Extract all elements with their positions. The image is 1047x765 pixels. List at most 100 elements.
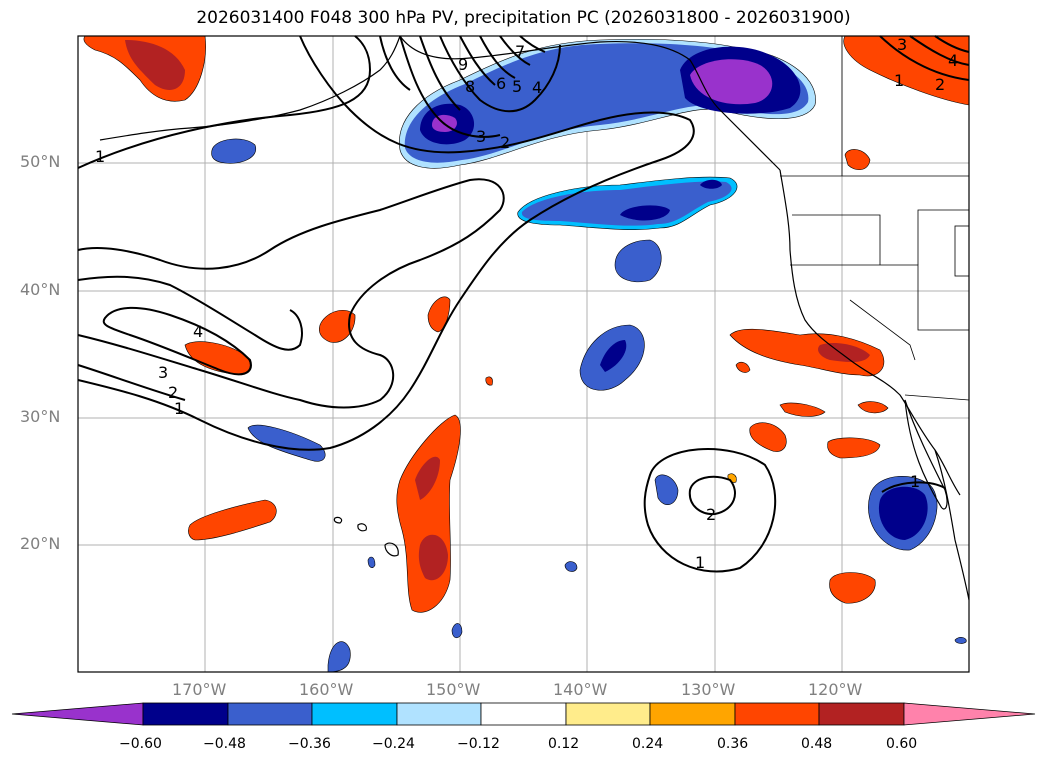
precip-pos-small2 (485, 376, 493, 386)
colorbar-tick: 0.36 (717, 736, 749, 752)
border-wa-or (792, 214, 881, 265)
colorbar-tick: 0.12 (548, 736, 580, 752)
pv-contour-low-1 (643, 448, 777, 573)
colorbar-extend-low (11, 702, 144, 726)
precip-pos-28n (827, 437, 881, 459)
island-hawaii (384, 542, 399, 557)
contour-label: 3 (158, 363, 168, 382)
pv-contour-3b (77, 364, 186, 401)
map-frame (77, 35, 970, 673)
contour-labels: 1 2 3 4 5 6 7 8 9 1 2 3 4 1 2 1 2 3 4 1 (95, 35, 958, 572)
precip-pos-44n (319, 310, 356, 343)
coast-us-west (779, 169, 961, 496)
precip-neg-small3 (564, 561, 578, 572)
colorbar-tick: −0.24 (372, 736, 415, 752)
coast-aleutians (99, 35, 401, 141)
pv-contour-alaska-3 (419, 35, 461, 111)
contour-label: 3 (476, 127, 486, 146)
coast-baja (904, 399, 948, 510)
lon-label-120w: 120°W (808, 680, 863, 699)
precip-neg-small6 (954, 637, 967, 644)
pv-contour-alaska-4 (439, 35, 561, 113)
pv-contour-baja-1 (881, 481, 946, 493)
borders (780, 36, 970, 401)
colorbar-tick: −0.48 (203, 736, 246, 752)
pv-contour-2 (77, 178, 505, 409)
pv-contour-alaska-6 (479, 35, 516, 79)
contour-label: 4 (193, 322, 203, 341)
precip-neg-w1 (211, 138, 257, 164)
colorbar-tick: 0.48 (801, 736, 833, 752)
precip-neg-small2 (327, 641, 351, 673)
precip-pos-29n (749, 422, 787, 452)
colorbar-tick: −0.12 (457, 736, 500, 752)
pv-contour-ne-1 (879, 35, 970, 81)
pv-contour-4 (102, 306, 252, 376)
colorbar-bin (480, 702, 567, 726)
colorbar-bin (396, 702, 482, 726)
lon-label-140w: 140°W (553, 680, 608, 699)
colorbar-bin (227, 702, 313, 726)
lon-label-160w: 160°W (299, 680, 354, 699)
contour-label: 2 (706, 505, 716, 524)
colorbar-bin (142, 702, 229, 726)
precip-neg-small4 (451, 623, 463, 639)
contour-label: 1 (174, 399, 184, 418)
pv-contour-alaska-1 (379, 35, 411, 91)
contour-label: 2 (500, 133, 510, 152)
colorbar-bin (311, 702, 398, 726)
contour-label: 2 (168, 383, 178, 402)
pv-contours (77, 35, 970, 573)
colorbar-extend-high (903, 702, 1036, 726)
lon-label-170w: 170°W (172, 680, 227, 699)
colorbar (11, 702, 1036, 726)
precip-pos-31n-b (857, 401, 889, 414)
colorbar-tick: −0.36 (288, 736, 331, 752)
contour-label: 1 (910, 472, 920, 491)
border-us-mexico (904, 394, 970, 401)
contour-label: 4 (532, 78, 542, 97)
pv-contour-3 (77, 275, 303, 351)
colorbar-bin (818, 702, 905, 726)
coast-mexico (934, 449, 970, 601)
pv-contour-low-2 (688, 475, 736, 516)
island-maui (357, 523, 367, 532)
pv-contour-alaska-7 (499, 35, 531, 66)
pv-contour-northern-ridge (77, 35, 695, 451)
pv-contour-alaska-8 (519, 35, 546, 53)
precip-pos-22n (188, 499, 277, 541)
colorbar-bin (565, 702, 651, 726)
contour-label: 4 (948, 51, 958, 70)
contour-label: 5 (512, 77, 522, 96)
contour-label: 1 (894, 71, 904, 90)
precip-neg-42n (614, 239, 662, 283)
lat-label-30n: 30°N (20, 407, 61, 426)
border-id (917, 209, 969, 265)
pv-contour-alaska-2 (399, 35, 501, 138)
contour-label: 6 (496, 74, 506, 93)
precip-neg-streak (247, 424, 326, 462)
coastlines (99, 35, 970, 601)
pv-contour-ne-3 (934, 35, 970, 53)
precip-pos-31n (779, 402, 826, 417)
pv-contour-alaska-5 (459, 35, 496, 86)
map-title: 2026031400 F048 300 hPa PV, precipitatio… (196, 8, 851, 28)
colorbar-tick: −0.60 (119, 736, 162, 752)
precip-pos-18n (829, 572, 876, 604)
precip-neg-small5 (367, 556, 376, 569)
border-or-ca (790, 264, 969, 331)
precip-pos-coast (729, 328, 885, 377)
contour-label: 1 (695, 553, 705, 572)
lon-label-130w: 130°W (681, 680, 736, 699)
lat-label-40n: 40°N (20, 280, 61, 299)
lon-label-150w: 150°W (426, 680, 481, 699)
contour-label: 2 (935, 75, 945, 94)
lat-label-50n: 50°N (20, 152, 61, 171)
island-oahu (333, 516, 343, 524)
lat-label-20n: 20°N (20, 534, 61, 553)
contour-label: 8 (465, 77, 475, 96)
precip-pos-50n (844, 149, 871, 170)
contour-label: 3 (897, 35, 907, 54)
pv-contour-1-outer (77, 35, 372, 169)
